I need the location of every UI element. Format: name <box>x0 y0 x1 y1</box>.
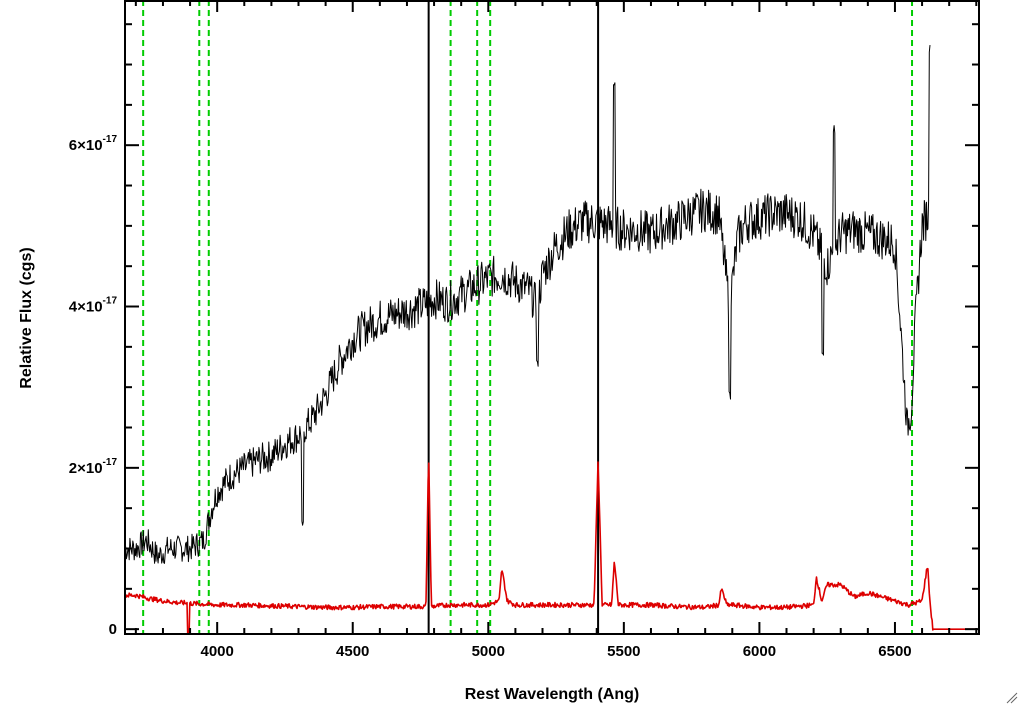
x-tick-label: 4000 <box>200 643 233 660</box>
x-tick-label: 4500 <box>336 643 369 660</box>
resize-grip-icon[interactable] <box>1004 690 1018 704</box>
x-axis-title: Rest Wavelength (Ang) <box>465 686 640 703</box>
y-tick-label: 0 <box>109 621 117 638</box>
y-tick-label: 4×10-17 <box>69 296 118 316</box>
x-tick-label: 6000 <box>743 643 776 660</box>
spectrum-line <box>124 45 931 564</box>
y-tick-label: 2×10-17 <box>69 457 118 477</box>
y-axis-title: Relative Flux (cgs) <box>18 247 35 388</box>
y-tick-mantissa: 2×10 <box>69 460 103 477</box>
vertical-markers <box>427 0 600 634</box>
error-line <box>124 461 979 635</box>
series-layer <box>124 45 979 635</box>
y-tick-mantissa: 6×10 <box>69 137 103 154</box>
emission-line-markers <box>142 0 914 634</box>
y-tick-exponent: -17 <box>103 296 118 307</box>
y-tick-mantissa: 0 <box>109 621 117 638</box>
y-tick-mantissa: 4×10 <box>69 299 103 316</box>
x-tick-labels: 4000 4500 5000 5500 6000 6500 <box>200 643 911 660</box>
plot-frame <box>124 0 980 635</box>
y-tick-label: 6×10-17 <box>69 134 118 154</box>
y-tick-exponent: -17 <box>103 134 118 145</box>
x-tick-label: 6500 <box>878 643 911 660</box>
x-tick-label: 5000 <box>472 643 505 660</box>
y-tick-exponent: -17 <box>103 457 118 468</box>
y-tick-labels: 02×10-174×10-176×10-17 <box>69 134 118 638</box>
axis-ticks <box>125 0 979 634</box>
x-tick-label: 5500 <box>607 643 640 660</box>
